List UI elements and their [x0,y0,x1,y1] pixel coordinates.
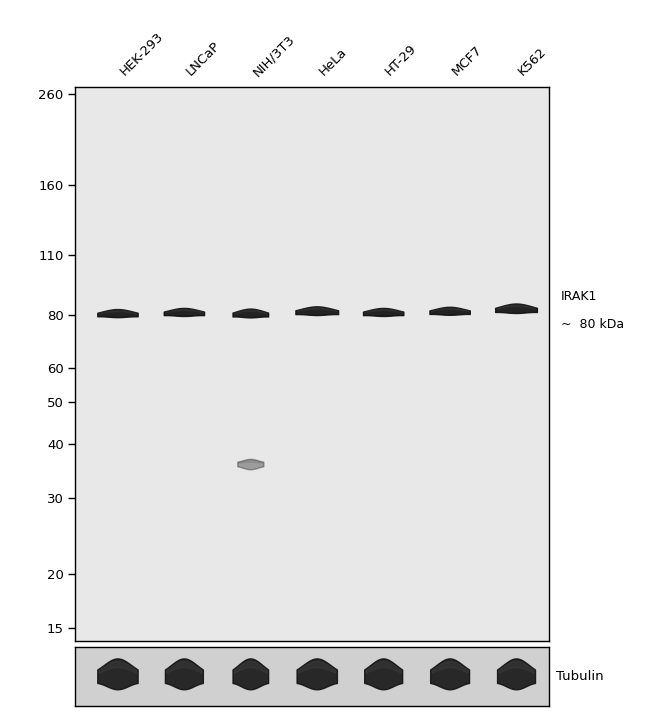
Text: HEK-293: HEK-293 [118,30,166,79]
Text: K562: K562 [516,46,549,79]
Text: HeLa: HeLa [317,46,350,79]
Text: Tubulin: Tubulin [556,670,604,683]
Text: NIH/3T3: NIH/3T3 [250,32,297,79]
Text: LNCaP: LNCaP [184,39,223,79]
Text: HT-29: HT-29 [384,42,419,79]
Text: MCF7: MCF7 [450,43,485,79]
Text: ~  80 kDa: ~ 80 kDa [561,318,624,331]
Text: IRAK1: IRAK1 [561,290,597,303]
